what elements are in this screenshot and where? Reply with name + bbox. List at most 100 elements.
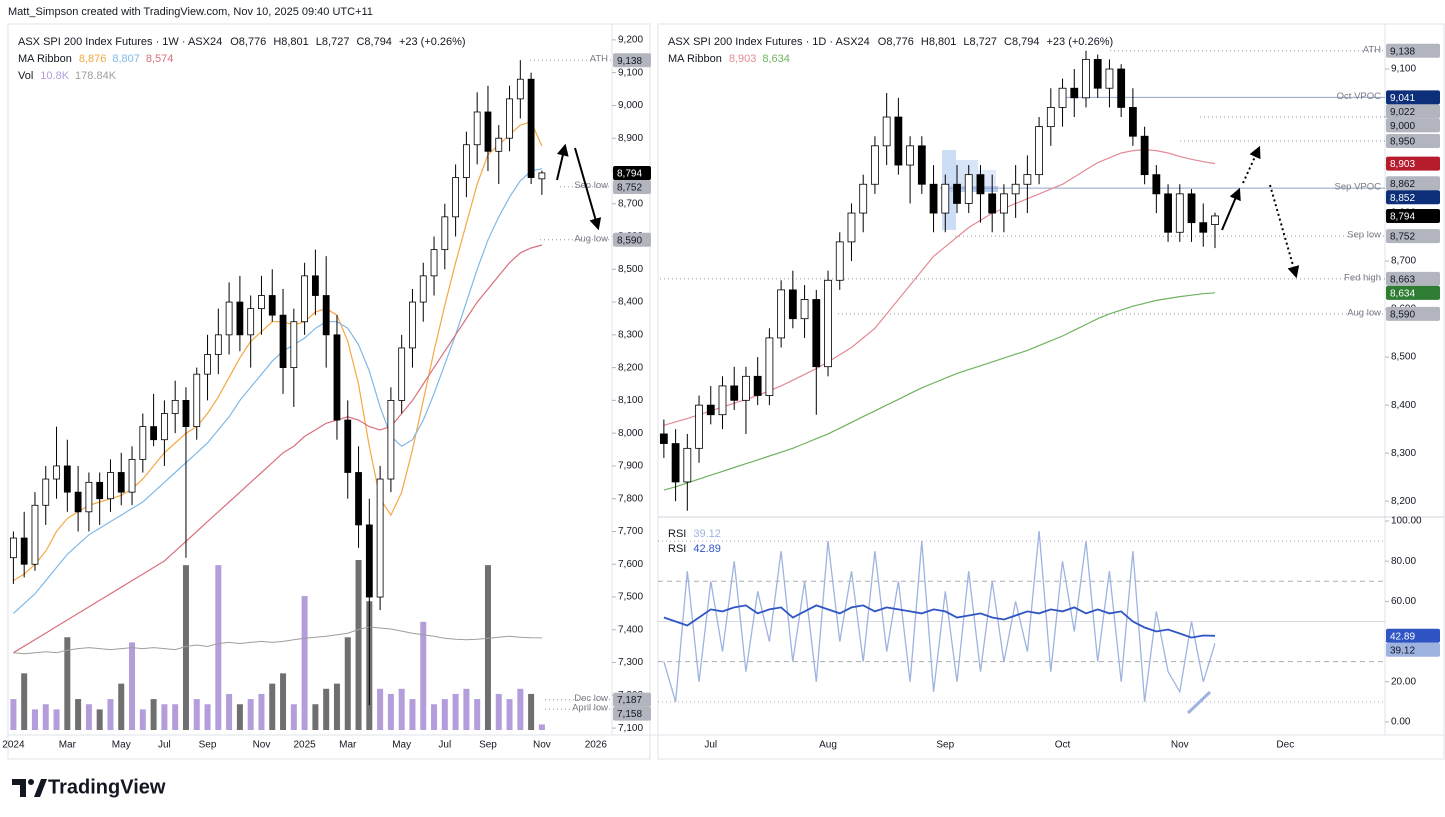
volume-bar bbox=[323, 688, 330, 730]
y-tick-label: 7,400 bbox=[618, 624, 643, 635]
price-tag-bg bbox=[1386, 229, 1440, 244]
candle-body bbox=[742, 375, 750, 401]
level-name: April low bbox=[572, 703, 608, 714]
candle-body bbox=[419, 275, 427, 303]
price-tag-bg bbox=[1386, 190, 1440, 205]
y-tick-label: 8,300 bbox=[618, 329, 643, 340]
price-tag: 8,752 bbox=[617, 183, 642, 194]
price-tag: 9,138 bbox=[617, 56, 642, 67]
y-tick-label: 7,100 bbox=[618, 723, 643, 734]
price-tag-bg bbox=[1386, 628, 1440, 643]
price-tag-bg bbox=[1386, 156, 1440, 171]
arrow-down bbox=[574, 147, 602, 231]
candle-body bbox=[398, 347, 406, 401]
candle-body bbox=[452, 177, 460, 218]
volume-bar bbox=[290, 704, 297, 730]
legend-ohlc: C8,794 bbox=[1004, 36, 1039, 48]
volume-bar bbox=[129, 642, 136, 730]
legend-ohlc: +23 (+0.26%) bbox=[399, 36, 466, 48]
y-tick-label: 8,200 bbox=[1391, 496, 1416, 507]
y-tick-label: 7,300 bbox=[618, 657, 643, 668]
candle-body bbox=[290, 321, 298, 369]
candle-body bbox=[258, 295, 265, 310]
candle-body bbox=[683, 447, 692, 483]
candle-body bbox=[882, 116, 891, 147]
volume-bar bbox=[409, 699, 416, 730]
volume-bar bbox=[528, 693, 535, 730]
price-tag-bg bbox=[1386, 176, 1440, 191]
y-tick-label: 9,200 bbox=[618, 35, 643, 46]
candle-body bbox=[117, 472, 125, 493]
legend-vol-value: 10.8K bbox=[40, 70, 69, 82]
moving-average bbox=[12, 168, 543, 614]
legend-title: ASX SPI 200 Index Futures · 1W · ASX24 bbox=[18, 36, 222, 48]
level-name: Aug low bbox=[574, 233, 608, 244]
candle-body bbox=[376, 478, 384, 598]
moving-average bbox=[13, 121, 543, 582]
x-tick-label: Nov bbox=[1171, 740, 1189, 751]
x-tick-label: Nov bbox=[533, 740, 551, 751]
volume-bar bbox=[355, 560, 362, 730]
price-tag-bg bbox=[613, 692, 651, 707]
candle-body bbox=[96, 481, 104, 500]
rsi-y-tick-label: 20.00 bbox=[1391, 676, 1416, 687]
legend-ohlc: O8,776 bbox=[230, 36, 266, 48]
legend-ohlc: +23 (+0.26%) bbox=[1047, 36, 1114, 48]
price-tag-bg bbox=[1386, 90, 1440, 105]
price-tag-bg bbox=[1386, 285, 1440, 300]
arrow-up-dotted bbox=[1242, 145, 1261, 184]
y-tick-label: 9,100 bbox=[1391, 64, 1416, 75]
candle-body bbox=[1211, 215, 1219, 225]
candle-body bbox=[85, 481, 93, 513]
y-tick-label: 8,000 bbox=[618, 428, 643, 439]
volume-bar bbox=[107, 699, 114, 730]
candle-body bbox=[1128, 107, 1137, 137]
volume-bar bbox=[75, 699, 82, 730]
legend-ma-value: 8,903 bbox=[729, 53, 757, 65]
brand: TradingView bbox=[48, 776, 166, 798]
x-tick-label: 2024 bbox=[2, 740, 25, 751]
candle-body bbox=[659, 433, 668, 444]
x-tick-label: Oct bbox=[1055, 740, 1071, 751]
candle-body bbox=[1011, 183, 1020, 195]
candle-body bbox=[430, 249, 438, 277]
x-tick-label: Sep bbox=[936, 740, 954, 751]
price-tag-bg bbox=[613, 179, 651, 194]
candle-body bbox=[812, 299, 821, 368]
candle-body bbox=[387, 399, 395, 480]
candle-body bbox=[976, 174, 985, 195]
candle-body bbox=[150, 426, 158, 441]
price-tag-bg bbox=[1386, 271, 1440, 286]
candle-body bbox=[824, 279, 832, 368]
volume-bar bbox=[474, 699, 481, 730]
legend-ohlc: H8,801 bbox=[921, 36, 956, 48]
price-tag-bg bbox=[1386, 134, 1440, 149]
price-tag: 9,022 bbox=[1390, 107, 1415, 118]
y-tick-label: 7,700 bbox=[618, 526, 643, 537]
candle-body bbox=[1140, 135, 1149, 176]
moving-average bbox=[663, 149, 1216, 426]
price-tag: 42.89 bbox=[1390, 631, 1415, 642]
price-tag-bg bbox=[1386, 642, 1440, 657]
price-tag: 8,950 bbox=[1390, 137, 1415, 148]
volume-bar bbox=[312, 704, 319, 730]
candle-body bbox=[495, 137, 503, 152]
rsi-legend-label: RSI bbox=[668, 528, 686, 540]
candle-body bbox=[706, 404, 715, 416]
candle-body bbox=[671, 443, 680, 483]
x-tick-label: Mar bbox=[59, 740, 77, 751]
price-tag-bg bbox=[1386, 104, 1440, 119]
x-tick-label: May bbox=[392, 740, 411, 751]
legend-ohlc: C8,794 bbox=[356, 36, 391, 48]
candle-body bbox=[800, 299, 809, 320]
volume-bar bbox=[204, 704, 211, 730]
level-name: Fed high bbox=[1344, 272, 1381, 283]
volume-bar bbox=[53, 709, 60, 730]
candle-body bbox=[204, 354, 211, 375]
volume-bar bbox=[161, 704, 168, 730]
candle-body bbox=[409, 301, 416, 349]
y-tick-label: 7,500 bbox=[618, 592, 643, 603]
volume-bar bbox=[21, 673, 28, 730]
volume-bar bbox=[538, 724, 545, 730]
price-tag-bg bbox=[613, 232, 651, 247]
